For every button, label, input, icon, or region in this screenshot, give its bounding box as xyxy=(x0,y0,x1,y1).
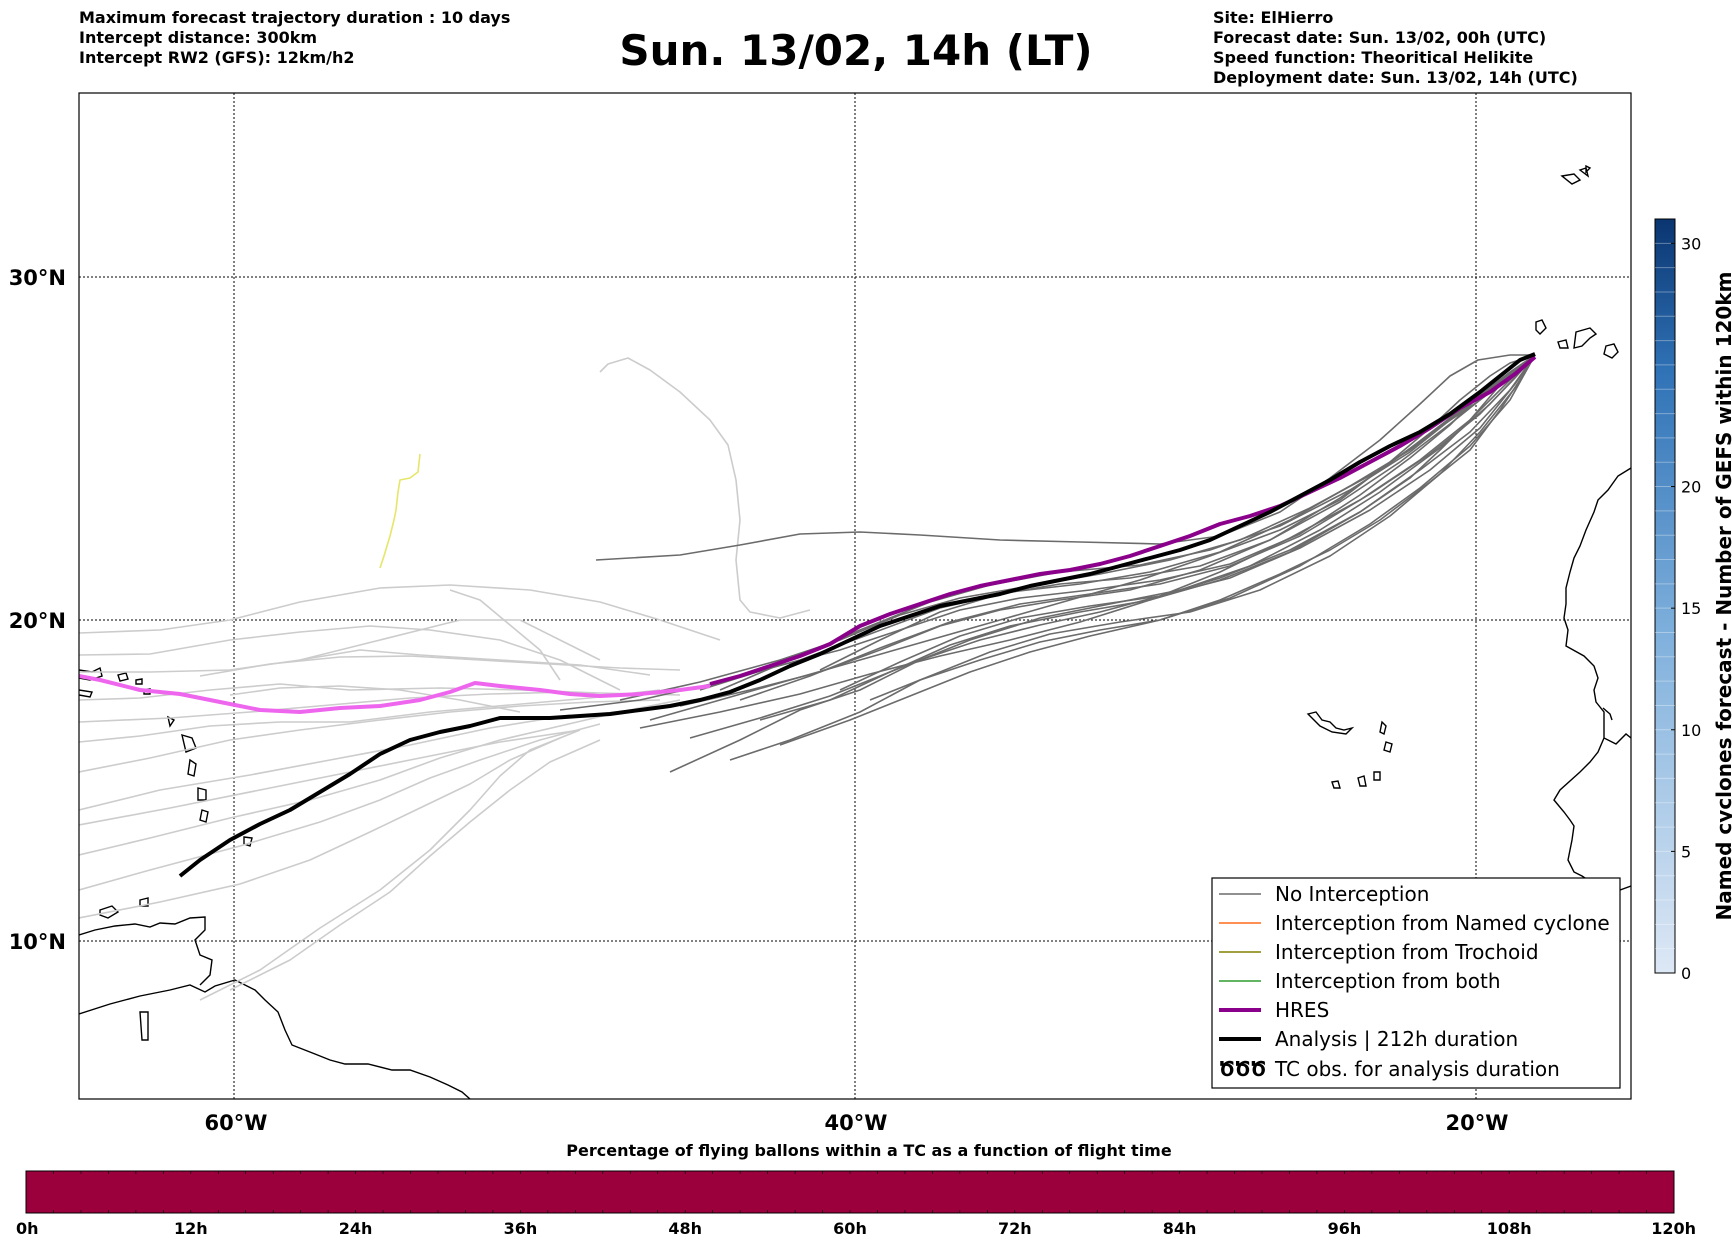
canary-islands xyxy=(1535,319,1619,359)
analysis-track xyxy=(178,352,1536,878)
stray-track xyxy=(379,453,421,569)
deployment-date-label: Deployment date: Sun. 13/02, 14h (UTC) xyxy=(1213,68,1578,87)
track-light-13 xyxy=(299,619,601,661)
track-light-6 xyxy=(79,737,561,919)
track-dark-15 xyxy=(739,354,1536,701)
track-light-7 xyxy=(199,729,581,1001)
track-dark-13 xyxy=(839,354,1536,691)
track-light-2 xyxy=(79,683,681,701)
flight-time-colorbar-title: Percentage of flying ballons within a TC… xyxy=(566,1141,1172,1160)
flight-time-tick-label: 24h xyxy=(339,1219,373,1238)
south-america-coast xyxy=(79,979,471,1099)
header-right-info: Site: ElHierro Forecast date: Sun. 13/02… xyxy=(1213,8,1578,88)
forecast-date-label: Forecast date: Sun. 13/02, 00h (UTC) xyxy=(1213,28,1547,47)
lon-label-40w: 40°W xyxy=(825,1111,888,1135)
cyclone-colorbar: 0 5 10 15 20 30 Named cyclones forecast - Num… xyxy=(1654,218,1732,983)
flight-time-tick-label: 48h xyxy=(668,1219,702,1238)
track-light-15 xyxy=(79,729,581,826)
venezuela-coast xyxy=(79,916,213,986)
tobago xyxy=(139,1011,149,1041)
track-light-18 xyxy=(229,685,521,713)
colorbar-tick-label: 20 xyxy=(1681,478,1701,497)
track-light-14 xyxy=(79,714,571,811)
intercept-rw2-label: Intercept RW2 (GFS): 12km/h2 xyxy=(79,48,355,67)
intercept-distance-label: Intercept distance: 300km xyxy=(79,28,318,47)
track-light-5 xyxy=(79,723,601,891)
header-left-info: Maximum forecast trajectory duration : 1… xyxy=(79,8,510,68)
track-light-12 xyxy=(79,691,571,723)
colorbar-title: Named cyclones forecast - Number of GEFS… xyxy=(1712,272,1732,921)
colorbar-tick-label: 30 xyxy=(1681,234,1701,253)
hres-track xyxy=(709,355,1537,686)
lon-label-60w: 60°W xyxy=(205,1111,268,1135)
flight-time-tick-label: 84h xyxy=(1163,1219,1197,1238)
flight-time-tick-label: 0h xyxy=(16,1219,39,1238)
colorbar-tick-label: 0 xyxy=(1681,964,1691,983)
legend-label-analysis: Analysis | 212h duration xyxy=(1275,1027,1518,1051)
flight-time-tick-label: 60h xyxy=(833,1219,867,1238)
track-dark-3 xyxy=(729,354,1536,761)
lat-label-20n: 20°N xyxy=(9,609,66,633)
track-light-10 xyxy=(79,625,621,691)
lon-label-20w: 20°W xyxy=(1446,1111,1509,1135)
flight-time-tick-label: 108h xyxy=(1487,1219,1532,1238)
track-light-16 xyxy=(449,589,561,681)
track-light-0 xyxy=(79,584,721,641)
track-light-17 xyxy=(599,357,811,619)
site-label: Site: ElHierro xyxy=(1213,8,1334,27)
flight-time-colorbar: Percentage of flying ballons within a TC… xyxy=(16,1141,1696,1238)
colorbar-tick-label: 15 xyxy=(1681,599,1701,618)
madeira-islands xyxy=(1560,164,1592,185)
colorbar-tick-label: 5 xyxy=(1681,842,1691,861)
max-duration-label: Maximum forecast trajectory duration : 1… xyxy=(79,8,511,27)
flight-time-tick-label: 36h xyxy=(504,1219,538,1238)
track-dark-11 xyxy=(779,354,1536,746)
track-dark-16 xyxy=(869,354,1536,701)
legend-label-tc-obs: TC obs. for analysis duration xyxy=(1274,1057,1560,1081)
flight-time-tick-label: 12h xyxy=(174,1219,208,1238)
no-interception-tracks-light xyxy=(79,357,811,1001)
track-dark-0 xyxy=(595,354,1535,561)
legend-label-named-cyclone: Interception from Named cyclone xyxy=(1275,911,1610,935)
flight-time-tick-label: 72h xyxy=(998,1219,1032,1238)
flight-time-tick-label: 96h xyxy=(1328,1219,1362,1238)
flight-time-colorbar-bar xyxy=(25,1170,1675,1214)
track-light-9 xyxy=(79,689,661,743)
track-light-11 xyxy=(199,655,681,677)
colorbar-scale xyxy=(1654,218,1676,974)
page-title: Sun. 13/02, 14h (LT) xyxy=(619,26,1093,75)
map-frame xyxy=(78,92,1632,1100)
legend-label-both: Interception from both xyxy=(1275,969,1501,993)
lat-label-10n: 10°N xyxy=(9,930,66,954)
cape-verde-islands xyxy=(1306,711,1393,789)
legend-label-trochoid: Interception from Trochoid xyxy=(1275,940,1539,964)
track-light-4 xyxy=(79,699,681,856)
flight-time-tick-label: 120h xyxy=(1651,1219,1696,1238)
legend-box xyxy=(1211,877,1621,1089)
legend: No Interception Interception from Named … xyxy=(1211,877,1621,1089)
speed-function-label: Speed function: Theoritical Helikite xyxy=(1213,48,1534,67)
track-light-3 xyxy=(79,699,661,773)
hres-track-extension xyxy=(79,674,711,714)
legend-swatch-tc-obs-icon: ԾԾԾ xyxy=(1219,1057,1266,1081)
lat-label-30n: 30°N xyxy=(9,266,66,290)
track-light-1 xyxy=(79,649,651,676)
colorbar-tick-label: 10 xyxy=(1681,721,1701,740)
legend-label-hres: HRES xyxy=(1275,998,1329,1022)
legend-label-no-interception: No Interception xyxy=(1275,882,1429,906)
track-light-8 xyxy=(229,739,601,991)
